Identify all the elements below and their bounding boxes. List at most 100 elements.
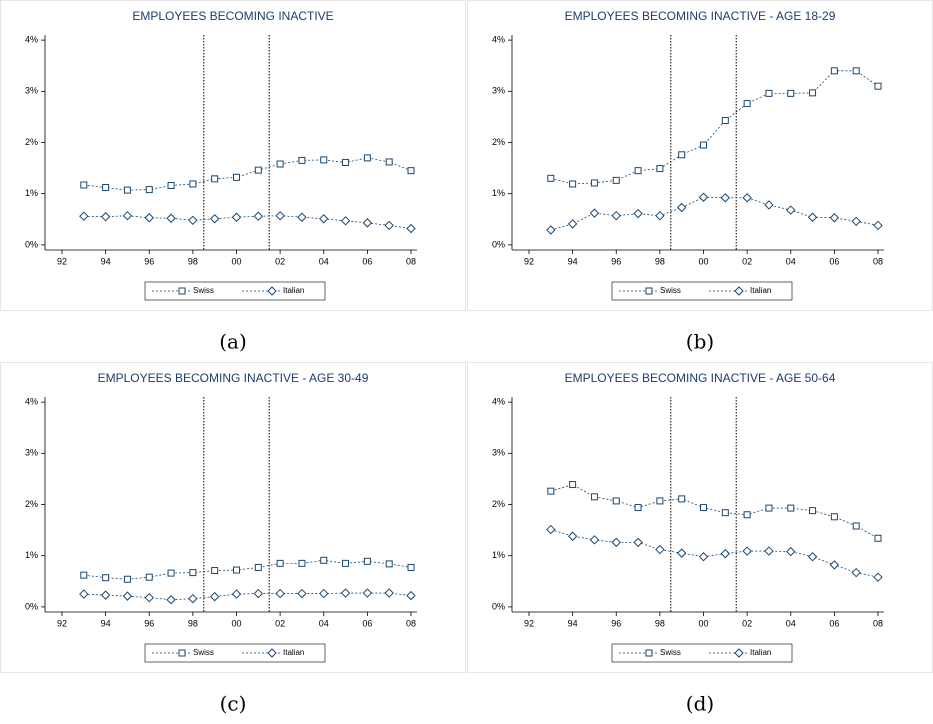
series-line <box>550 70 879 185</box>
x-tick-label: 04 <box>319 618 329 628</box>
x-tick-label: 98 <box>188 256 198 266</box>
legend-label: Swiss <box>193 648 214 657</box>
marker <box>765 89 773 97</box>
marker <box>297 212 307 222</box>
marker <box>546 225 556 235</box>
marker <box>743 511 751 519</box>
marker <box>645 649 653 657</box>
marker <box>656 165 664 173</box>
marker <box>809 507 817 515</box>
marker <box>385 158 393 166</box>
marker <box>233 173 240 181</box>
legend-label: Swiss <box>660 286 681 295</box>
marker <box>100 212 111 222</box>
marker <box>209 214 220 224</box>
series-line <box>83 157 412 191</box>
marker <box>676 548 687 558</box>
legend-label: Italian <box>750 286 771 295</box>
x-tick-label: 98 <box>655 618 665 628</box>
marker <box>407 563 415 571</box>
marker <box>611 537 621 548</box>
marker <box>298 156 306 164</box>
legend-label: Italian <box>283 286 304 295</box>
y-tick-label: 0% <box>492 239 505 249</box>
marker <box>809 89 817 97</box>
marker <box>80 181 88 189</box>
marker <box>829 560 840 570</box>
y-tick-label: 1% <box>492 188 505 198</box>
marker <box>720 548 731 559</box>
marker <box>362 588 373 598</box>
marker <box>678 151 686 159</box>
marker <box>567 531 578 541</box>
marker <box>298 559 306 567</box>
marker <box>611 210 621 221</box>
x-tick-label: 04 <box>786 256 796 266</box>
marker <box>786 205 796 215</box>
marker <box>102 184 110 192</box>
x-tick-label: 02 <box>742 256 752 266</box>
marker <box>189 569 197 577</box>
marker <box>406 590 416 601</box>
marker <box>385 560 393 568</box>
y-tick-label: 2% <box>25 137 38 147</box>
marker <box>830 513 838 521</box>
marker <box>807 212 818 222</box>
x-tick-label: 06 <box>362 618 372 628</box>
marker <box>645 287 653 295</box>
x-tick-label: 96 <box>144 618 154 628</box>
caption: (b) <box>686 330 714 354</box>
x-tick-label: 06 <box>362 256 372 266</box>
x-tick-label: 08 <box>873 618 883 628</box>
marker <box>655 544 665 555</box>
marker <box>407 167 415 175</box>
marker <box>276 160 284 168</box>
marker <box>340 216 351 226</box>
marker <box>851 567 861 578</box>
x-tick-label: 00 <box>698 618 708 628</box>
marker <box>363 154 371 162</box>
legend-box <box>144 281 326 301</box>
marker <box>721 509 729 517</box>
y-tick-label: 4% <box>492 396 505 406</box>
marker <box>743 100 751 108</box>
marker <box>267 648 277 658</box>
x-tick-label: 92 <box>524 618 534 628</box>
marker <box>211 567 219 575</box>
marker <box>874 82 882 90</box>
marker <box>698 552 709 562</box>
y-tick-label: 1% <box>492 550 505 560</box>
x-tick-label: 02 <box>742 618 752 628</box>
legend-box <box>611 281 793 301</box>
y-tick-label: 1% <box>25 550 38 560</box>
marker <box>100 590 111 600</box>
marker <box>319 214 329 224</box>
marker <box>612 497 620 505</box>
legend-label: Italian <box>283 648 304 657</box>
panel: EMPLOYEES BECOMING INACTIVE 0% 1% 2% 3% 4% 92 9… <box>0 0 466 354</box>
y-tick-label: 0% <box>25 239 38 249</box>
x-tick-label: 04 <box>319 256 329 266</box>
marker <box>231 589 242 599</box>
marker <box>569 481 577 489</box>
marker <box>122 591 133 601</box>
marker <box>852 522 860 530</box>
y-tick-label: 4% <box>25 396 38 406</box>
legend-label: Swiss <box>193 286 214 295</box>
legend-box <box>611 643 793 663</box>
x-tick-label: 08 <box>406 256 416 266</box>
marker <box>188 593 198 604</box>
x-tick-label: 00 <box>231 256 241 266</box>
marker <box>145 573 153 581</box>
marker <box>144 213 154 223</box>
marker <box>144 592 154 603</box>
x-tick-label: 94 <box>568 256 578 266</box>
marker <box>590 493 598 501</box>
series-line <box>83 559 412 580</box>
marker <box>734 648 744 658</box>
x-tick-label: 02 <box>275 256 285 266</box>
marker <box>145 186 153 194</box>
y-tick-label: 2% <box>492 137 505 147</box>
marker <box>406 223 416 234</box>
marker <box>384 220 394 231</box>
